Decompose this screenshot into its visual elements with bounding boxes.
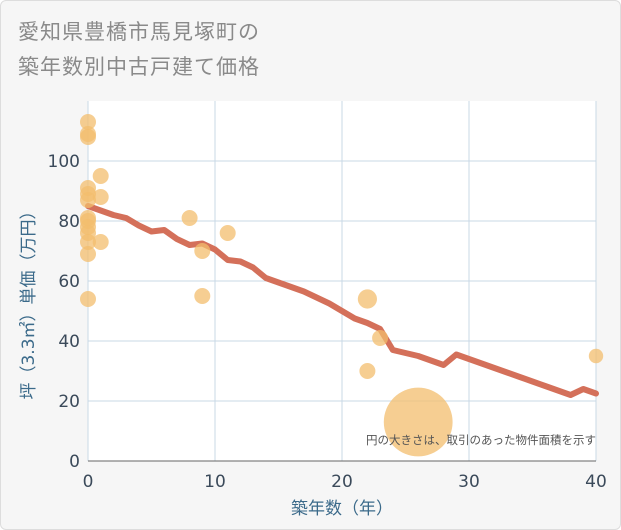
x-tick-label: 10 xyxy=(204,472,226,492)
bubble-group xyxy=(80,114,604,457)
trend-line xyxy=(85,203,599,398)
x-tick-label: 0 xyxy=(83,472,94,492)
size-note: 円の大きさは、取引のあった物件面積を示す xyxy=(366,433,596,447)
data-point xyxy=(92,189,109,205)
data-point xyxy=(80,129,96,145)
x-axis-label: 築年数（年） xyxy=(291,499,393,519)
x-tick-label: 40 xyxy=(585,472,607,492)
y-tick-label: 60 xyxy=(58,272,80,292)
x-tick-label: 20 xyxy=(331,472,353,492)
x-tick-label: 30 xyxy=(458,472,480,492)
axis-ticks: 0 10 20 30 40 0 20 40 60 80 100 xyxy=(48,152,607,492)
chart-title-line-1: 愛知県豊橋市馬見塚町の xyxy=(18,20,260,44)
data-point xyxy=(194,288,211,304)
data-point xyxy=(194,243,211,259)
y-tick-label: 80 xyxy=(58,212,80,232)
data-point xyxy=(80,291,96,307)
data-point xyxy=(359,363,376,379)
chart-title-line-2: 築年数別中古戸建て価格 xyxy=(18,55,260,79)
data-point xyxy=(80,114,96,130)
data-point xyxy=(383,387,453,457)
data-point xyxy=(588,348,604,364)
chart-title: 愛知県豊橋市馬見塚町の 築年数別中古戸建て価格 xyxy=(18,15,260,85)
y-tick-label: 40 xyxy=(58,332,80,352)
y-axis-label: 坪（3.3㎡）単価（万円） xyxy=(19,202,39,399)
data-point xyxy=(80,234,96,250)
data-point xyxy=(92,234,109,250)
data-point xyxy=(219,225,236,241)
data-point xyxy=(357,289,377,309)
y-tick-label: 100 xyxy=(48,152,80,172)
data-point xyxy=(80,192,96,208)
data-point xyxy=(181,210,198,226)
y-tick-label: 20 xyxy=(58,392,80,412)
data-point xyxy=(80,246,96,262)
y-tick-label: 0 xyxy=(69,452,80,472)
data-point xyxy=(372,330,389,346)
grid-lines xyxy=(87,101,597,461)
data-point xyxy=(92,168,109,184)
